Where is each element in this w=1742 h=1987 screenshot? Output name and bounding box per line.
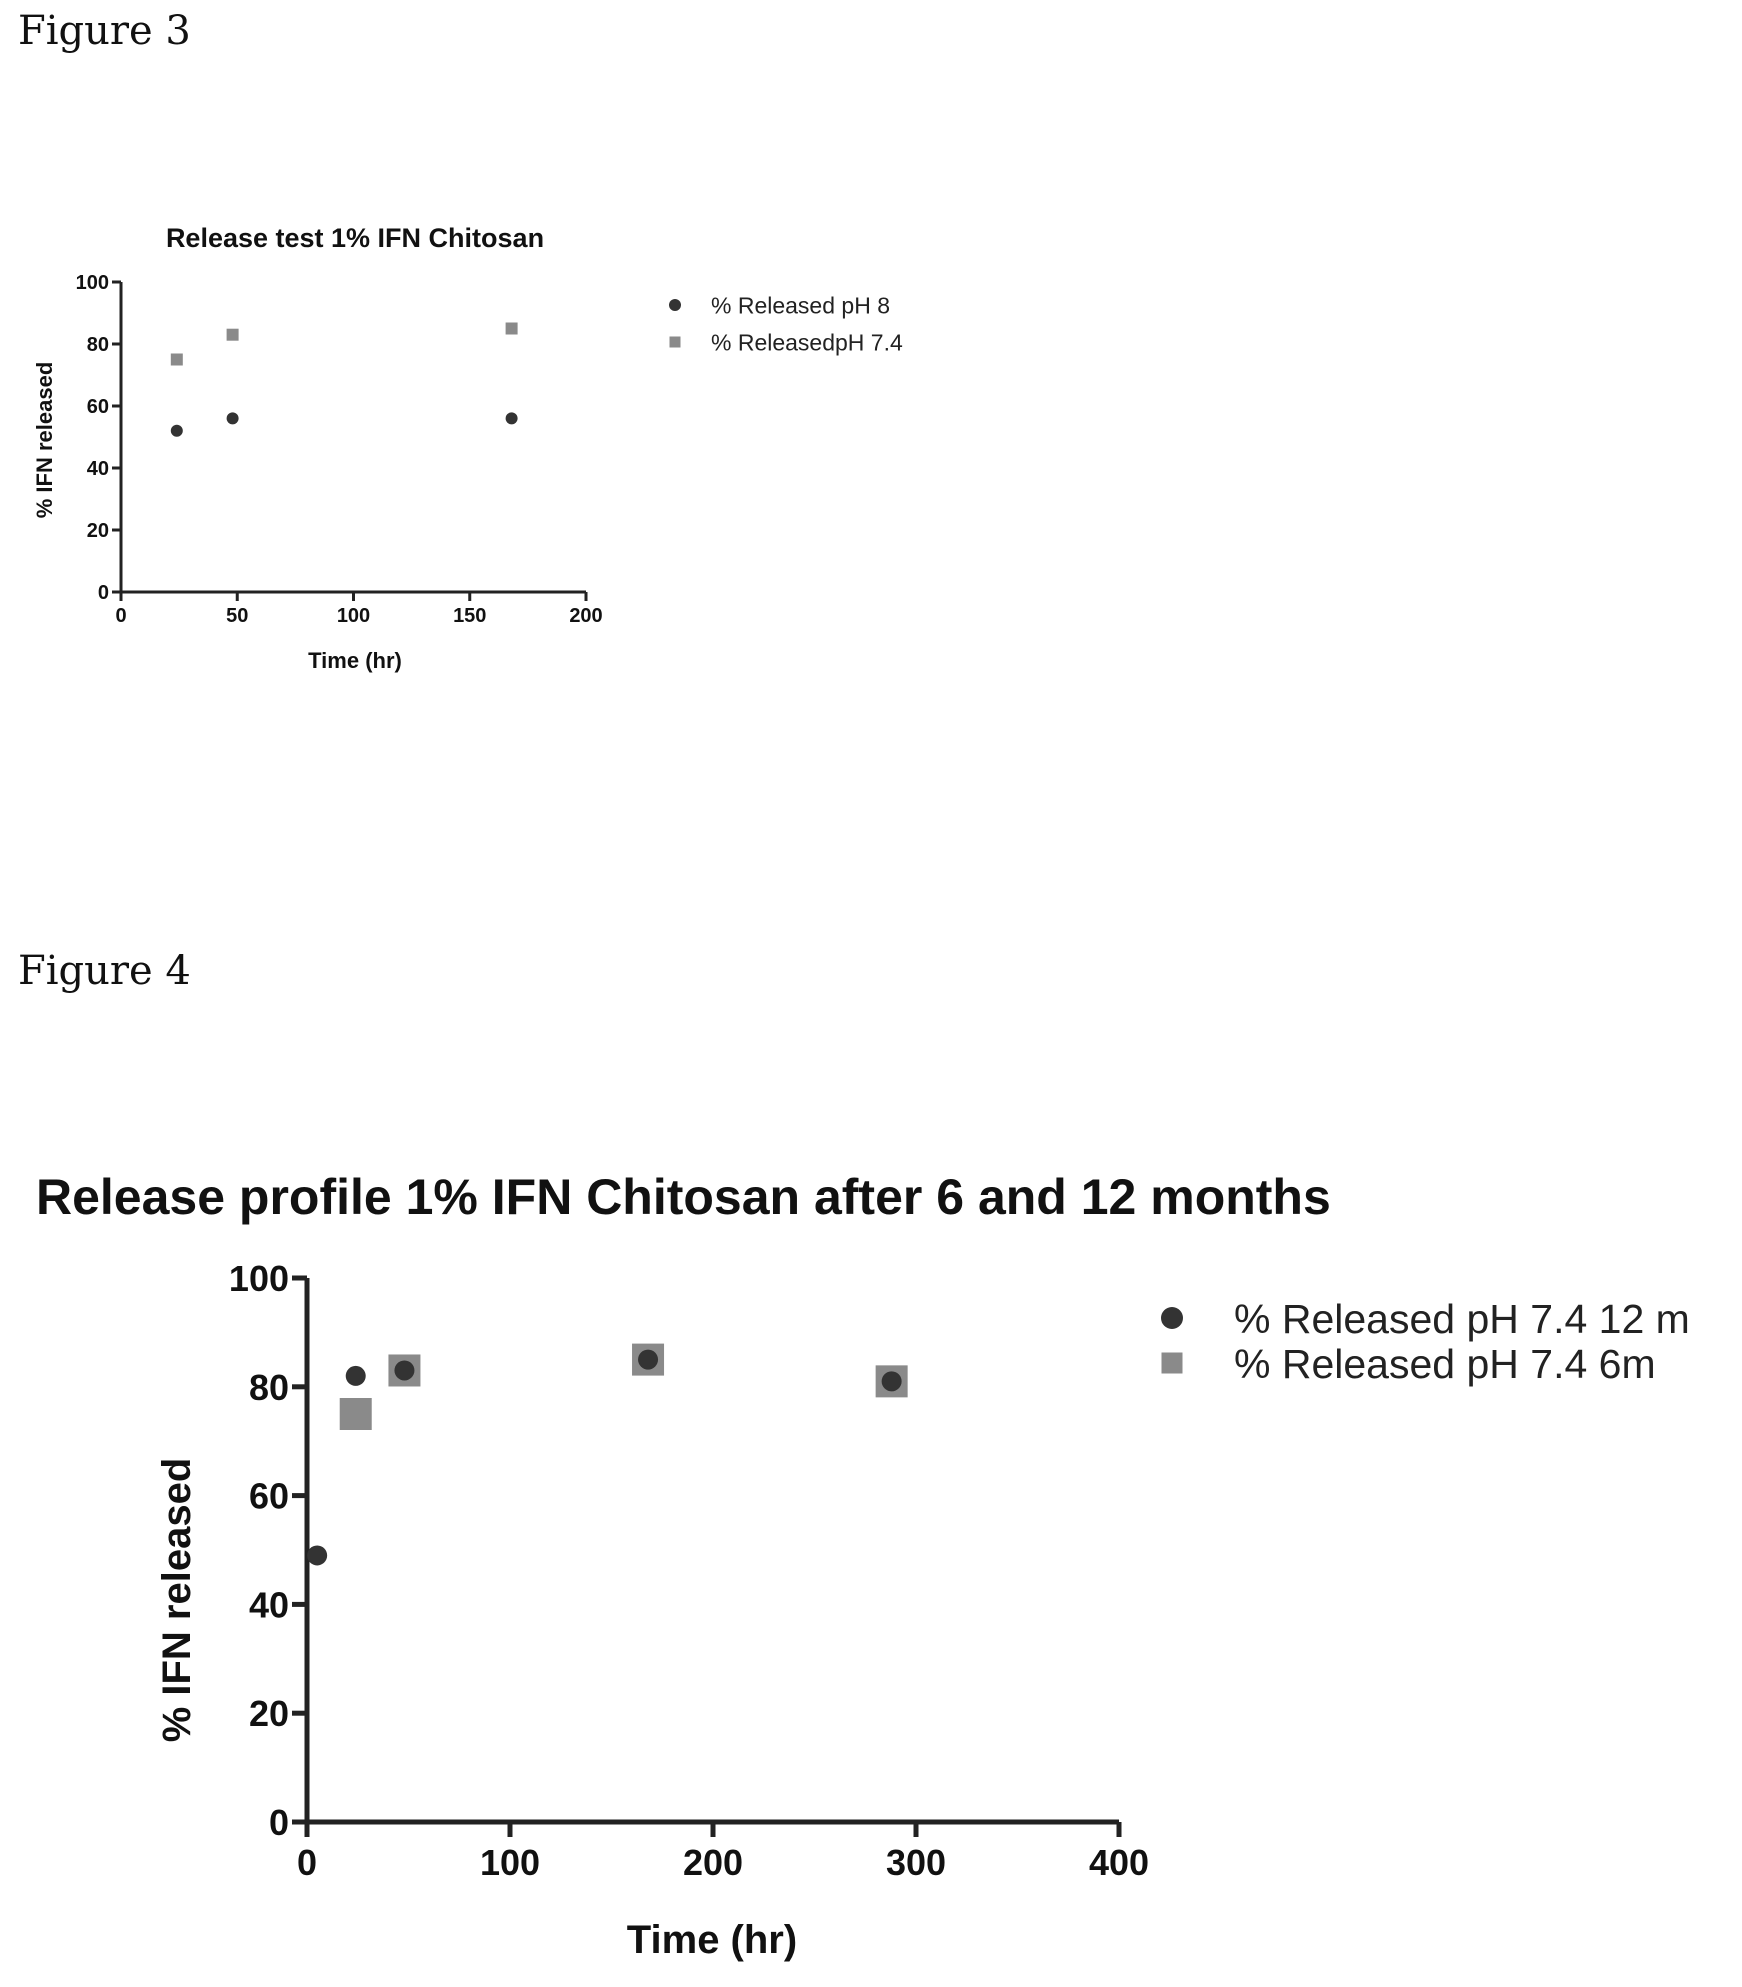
figure-4-label: Figure 4 [18,948,191,994]
chart-2-legend: % Released pH 7.4 12 m% Released pH 7.4 … [1161,1296,1690,1387]
data-point-series-2 [505,322,518,335]
data-point-series-1 [638,1349,659,1370]
y-tick-label: 40 [87,458,109,480]
legend-label-1: % Released pH 7.4 12 m [1234,1296,1690,1342]
data-point-series-1 [881,1371,902,1392]
chart-2-title: Release profile 1% IFN Chitosan after 6 … [36,1169,1331,1225]
x-tick-label: 50 [226,605,248,627]
y-tick-label: 40 [249,1584,289,1625]
data-point-series-1 [394,1360,415,1381]
chart-figure-4: Release profile 1% IFN Chitosan after 6 … [36,1169,1690,1962]
figure-3-label: Figure 3 [18,8,191,54]
chart-1-marks [170,322,518,437]
data-point-series-2 [226,328,239,341]
x-tick-label: 150 [453,605,486,627]
x-tick-label: 200 [569,605,602,627]
chart-1-axes: 0 50 100 150 200 0 20 40 60 80 100 [76,272,603,627]
data-point-series-1 [345,1365,366,1386]
legend-label-2: % Released pH 7.4 6m [1234,1341,1656,1387]
x-tick-label: 100 [480,1842,540,1883]
y-tick-label: 20 [87,520,109,542]
chart-2-marks [307,1343,908,1566]
chart-1-title: Release test 1% IFN Chitosan [166,223,544,253]
legend-marker-2 [669,336,681,348]
y-tick-label: 0 [98,582,109,604]
y-tick-label: 60 [87,396,109,418]
x-tick-label: 400 [1089,1842,1149,1883]
data-point-series-2 [339,1398,372,1430]
legend-marker-2 [1161,1352,1183,1374]
x-tick-label: 0 [297,1842,317,1883]
y-tick-label: 0 [269,1802,289,1843]
data-point-series-1 [307,1545,328,1566]
data-point-series-1 [505,412,518,425]
y-tick-label: 80 [87,334,109,356]
y-tick-label: 20 [249,1693,289,1734]
x-tick-label: 100 [337,605,370,627]
y-tick-label: 100 [76,272,109,294]
chart-2-y-axis-label: % IFN released [155,1458,199,1743]
x-tick-label: 300 [886,1842,946,1883]
legend-marker-1 [669,299,681,311]
data-point-series-1 [226,412,239,425]
data-point-series-2 [170,353,183,366]
chart-2-x-axis-label: Time (hr) [627,1918,797,1962]
chart-1-legend: % Released pH 8 % ReleasedpH 7.4 [669,292,903,355]
chart-1-x-axis-label: Time (hr) [308,648,402,673]
legend-marker-1 [1161,1307,1183,1329]
chart-1-y-axis-label: % IFN released [32,362,57,519]
y-tick-label: 60 [249,1476,289,1517]
legend-label-1: % Released pH 8 [711,292,890,318]
chart-2-axes: 0 100 200 300 400 0 20 40 60 80 100 [229,1258,1149,1883]
y-tick-label: 100 [229,1258,289,1299]
legend-label-2: % ReleasedpH 7.4 [711,329,903,355]
x-tick-label: 0 [115,605,126,627]
chart-figure-3: Release test 1% IFN Chitosan Time (hr) %… [32,223,903,673]
y-tick-label: 80 [249,1367,289,1408]
data-point-series-1 [170,424,183,437]
x-tick-label: 200 [683,1842,743,1883]
